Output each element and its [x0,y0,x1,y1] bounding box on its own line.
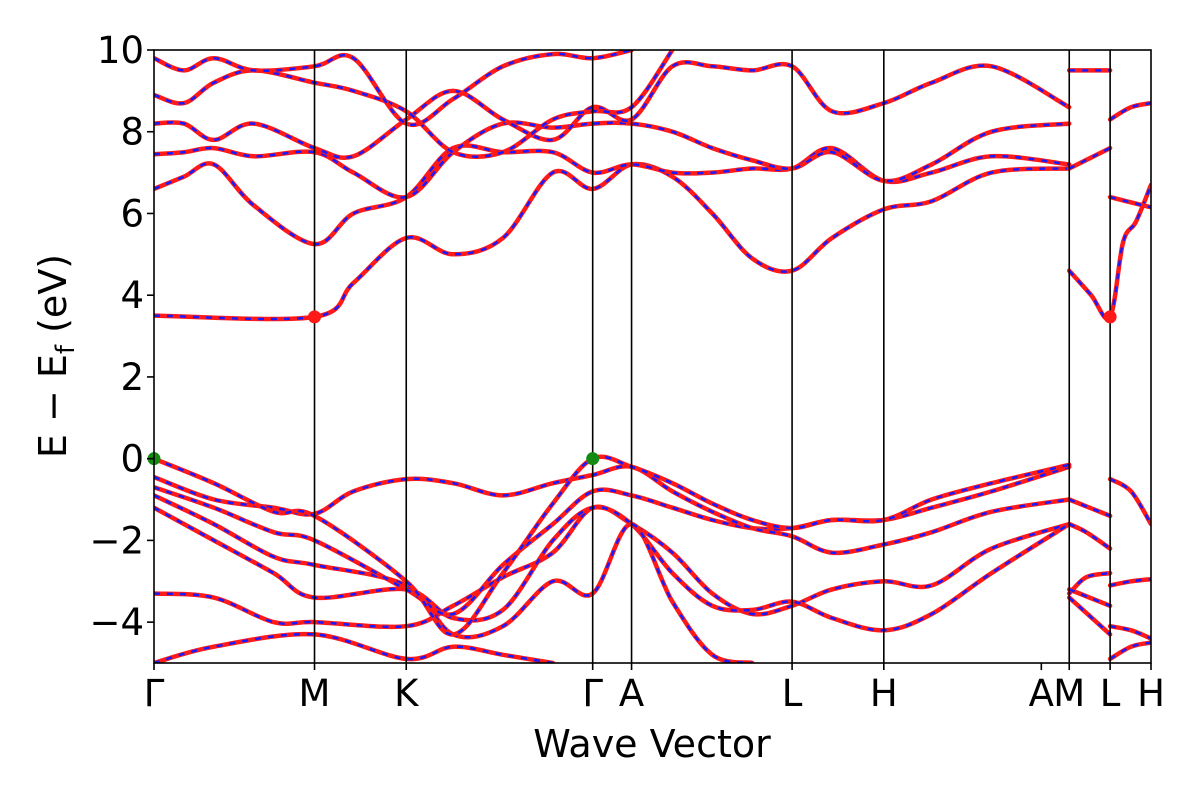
bands-layer [154,50,1151,663]
x-tick-label: A [619,672,644,715]
band-line-overlay-7 [154,162,1070,321]
band-line-overlay-25 [1109,624,1151,640]
band-line-6 [154,454,1072,637]
y-axis-label-unit: (eV) [31,254,75,345]
band-line-overlay-19 [1068,522,1111,550]
band-line-overlay-13 [1068,184,1151,321]
band-line-25 [1107,623,1151,641]
band-line-17 [1107,100,1151,122]
y-tick-label: −4 [89,601,144,644]
band-line-7 [154,161,1072,322]
band-line-overlay-9 [154,121,1070,199]
x-tick-label: H [1137,672,1165,715]
band-line-overlay-0 [154,632,554,663]
band-line-4 [154,464,1072,617]
band-line-12 [154,50,634,128]
y-axis-ticks: −4 −2 0 2 4 6 8 10 [89,29,154,644]
band-line-overlay-12 [154,50,632,127]
x-tick-label: M [299,672,331,715]
band-line-2 [154,504,1072,633]
band-line-26 [1107,640,1151,662]
x-tick-label: Γ [144,672,165,715]
x-tick-label: A [1029,672,1054,715]
band-line-overlay-18 [1068,498,1111,518]
x-tick-label: H [870,672,898,715]
vbm-marker-3 [586,452,600,466]
band-line-overlay-1 [154,505,1070,629]
y-tick-label: 4 [120,274,144,317]
plot-frame [153,49,1152,664]
y-tick-label: 6 [120,192,144,235]
y-tick-label: 10 [97,29,144,72]
x-tick-label: L [782,672,803,715]
cbm-marker-0 [308,310,322,324]
band-line-overlay-3 [154,494,753,663]
band-line-overlay-26 [1109,641,1151,660]
y-axis-label: E − Ef (eV) [31,254,81,458]
band-line-1 [154,504,1072,630]
y-tick-label: −2 [89,519,144,562]
band-line-overlay-16 [1109,195,1151,209]
cbm-marker-1 [1103,310,1117,324]
band-line-8 [154,143,1072,247]
kpath-lines [313,50,1111,663]
band-line-overlay-8 [154,144,1070,246]
band-line-9 [154,120,1072,200]
band-line-overlay-10 [154,61,1070,160]
band-line-overlay-17 [1109,101,1151,121]
y-tick-label: 0 [120,438,144,481]
band-line-14 [1066,145,1113,171]
x-tick-label: L [1100,672,1121,715]
y-axis-label-sub: f [51,344,81,354]
x-tick-label: M [1053,672,1085,715]
band-line-overlay-22 [1068,596,1111,636]
band-line-overlay-6 [154,455,1070,636]
band-line-overlay-14 [1068,146,1111,170]
y-axis-label-main: E − E [31,354,75,458]
band-line-overlay-23 [1109,477,1151,525]
band-line-24 [1107,576,1151,588]
x-tick-label: Γ [582,672,603,715]
y-tick-label: 2 [120,356,144,399]
x-tick-label: K [394,672,420,715]
y-tick-label: 8 [120,111,144,154]
band-line-23 [1107,476,1151,527]
band-line-18 [1066,497,1113,519]
band-line-overlay-21 [1068,588,1111,607]
band-line-0 [154,631,556,663]
band-line-overlay-24 [1109,577,1151,587]
x-axis-label: Wave Vector [533,722,771,766]
